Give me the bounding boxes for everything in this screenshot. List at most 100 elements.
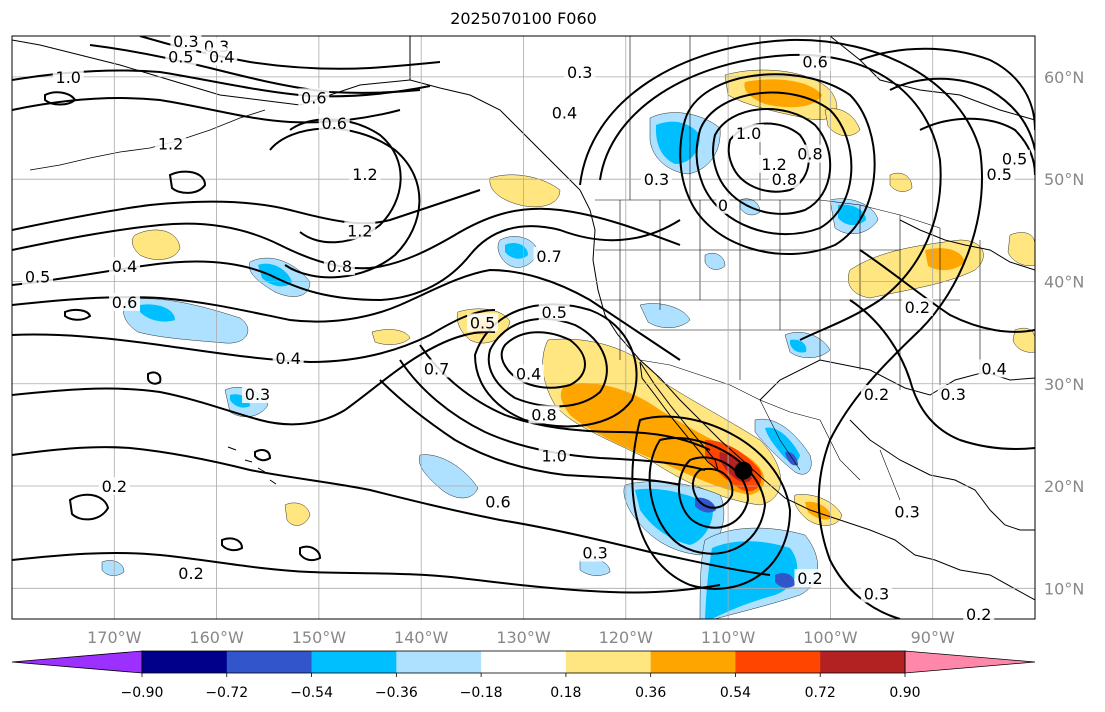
contour-label: 0.5 (470, 313, 495, 332)
contour-line (727, 122, 810, 193)
contour-label: 0.7 (536, 247, 561, 266)
contour-label-bg (758, 154, 790, 173)
lat-axis: 60°N 50°N 40°N 30°N 20°N 10°N (1044, 68, 1084, 598)
contour-label: 0.5 (541, 303, 566, 322)
colorbar-tick-label: 0.90 (889, 685, 920, 701)
contour-label-bg (22, 267, 54, 286)
contour-label: 1.0 (736, 124, 761, 143)
contour-label-bg (482, 492, 514, 511)
colorbar-segment (650, 651, 736, 673)
colorbar-tick-label: 0.54 (720, 685, 751, 701)
shade-negative (635, 488, 713, 545)
contour-line (889, 77, 1035, 151)
shade-positive (371, 329, 411, 345)
shade-negative (655, 121, 700, 164)
contour-label: 0.7 (424, 359, 449, 378)
contour-line (579, 38, 983, 619)
contour-label-bg (318, 113, 350, 132)
contour-line (487, 318, 608, 408)
contour-line (419, 344, 711, 451)
contour-label: 0.2 (966, 605, 991, 624)
lon-tick-label: 100°W (803, 628, 858, 647)
colorbar-segment (565, 651, 652, 673)
contour-line (695, 91, 853, 236)
contour-line (712, 108, 832, 215)
contour-line (473, 303, 638, 428)
shade-negative (101, 560, 125, 576)
contour-line (44, 91, 77, 106)
contour-label-bg (564, 62, 596, 81)
contour-label: 0.4 (552, 104, 577, 123)
lon-tick-label: 120°W (599, 628, 654, 647)
shade-positive (889, 172, 913, 192)
contour-label: 1.2 (158, 134, 183, 153)
shade-negative (639, 303, 691, 328)
contour-line (12, 330, 496, 426)
lon-tick-label: 90°W (911, 628, 955, 647)
contour-label: 0.6 (112, 293, 137, 312)
contour-label: 0.6 (802, 53, 827, 72)
contour-label-bg (175, 563, 207, 582)
contour-line (692, 467, 734, 509)
contour-line (919, 117, 1035, 176)
contour-label: 0.3 (567, 63, 592, 82)
contour-label-bg (206, 47, 238, 66)
contour-label: 0.3 (245, 385, 270, 404)
contour-line (168, 170, 207, 194)
contour-label: 1.0 (541, 446, 566, 465)
contour-label: 0.8 (797, 145, 822, 164)
shade-negative (704, 253, 726, 270)
contour-label-bg (999, 149, 1031, 168)
colorbar-segment (735, 651, 821, 673)
contour-label-bg (513, 364, 545, 383)
shade-negative (140, 304, 175, 322)
contour-line (859, 249, 1035, 333)
storm-center-marker (734, 461, 753, 480)
colorbar-extend-high (904, 650, 1036, 674)
shade-negative (790, 339, 807, 353)
contour-line (12, 189, 481, 231)
chart-title: 2025070100 F060 (450, 9, 597, 28)
lon-tick-label: 130°W (496, 628, 551, 647)
colorbar-outline (141, 650, 906, 674)
contour-line (648, 437, 767, 555)
shade-negative (419, 454, 479, 499)
shade-positive (284, 502, 311, 526)
contour-label-bg (891, 502, 923, 521)
colorbar-tick-label: 0.36 (635, 685, 666, 701)
contour-label-bg (323, 257, 355, 276)
contour-line (221, 537, 244, 552)
aleutians (29, 109, 266, 171)
contour-label: 1.2 (352, 165, 377, 184)
lat-tick-label: 20°N (1044, 477, 1084, 496)
colorbar-extend-low (11, 650, 143, 674)
contour-label-bg (170, 32, 202, 51)
contour-label-bg (528, 405, 560, 424)
contour-label: 1.0 (56, 68, 81, 87)
contour-label: 0.2 (864, 385, 889, 404)
contour-label: 0.4 (275, 349, 300, 368)
lon-tick-label: 170°W (87, 628, 142, 647)
contour-label-bg (963, 604, 995, 623)
contour-label-bg (640, 170, 672, 189)
contour-label-bg (272, 349, 304, 368)
contour-label-bg (98, 477, 130, 496)
hawaii-islands (227, 446, 277, 485)
contour-label: 0.8 (531, 405, 556, 424)
contour-label: 0.5 (25, 267, 50, 286)
contour-label: 0.3 (864, 584, 889, 603)
map-plot-area (12, 36, 1035, 619)
colorbar-segment (226, 651, 313, 673)
contour-label: 0.4 (516, 365, 541, 384)
shade-negative (505, 243, 528, 259)
contour-label: 0.2 (905, 298, 930, 317)
contour-label-bg (937, 384, 969, 403)
contour-label: 0.8 (772, 170, 797, 189)
contour-label: 0.3 (940, 385, 965, 404)
contour-label-bg (349, 165, 381, 184)
contour-line (849, 299, 1035, 451)
colorbar-tick-label: −0.18 (460, 685, 503, 701)
contour-line (12, 219, 681, 302)
contour-line (379, 379, 681, 486)
contour-label-bg (52, 67, 84, 86)
